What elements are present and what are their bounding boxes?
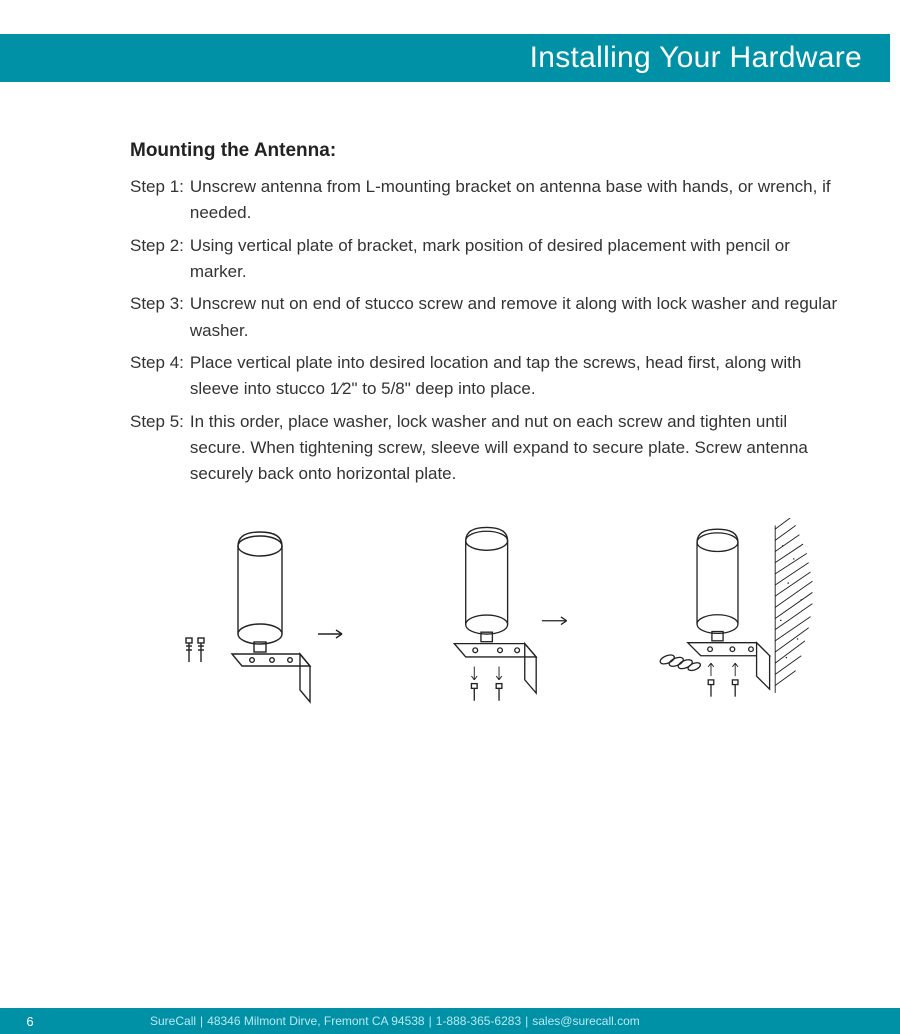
step-text: Unscrew nut on end of stucco screw and r… bbox=[190, 291, 840, 344]
footer-company: SureCall bbox=[150, 1014, 196, 1028]
illustration-row bbox=[130, 516, 840, 716]
step-5: Step 5: In this order, place washer, loc… bbox=[130, 409, 840, 488]
footer-separator: | bbox=[525, 1014, 528, 1028]
footer-page-number: 6 bbox=[0, 1008, 60, 1034]
content-area: Mounting the Antenna: Step 1: Unscrew an… bbox=[130, 140, 840, 716]
step-text: Using vertical plate of bracket, mark po… bbox=[190, 233, 840, 286]
page-header-title: Installing Your Hardware bbox=[530, 41, 862, 75]
step-label: Step 2: bbox=[130, 233, 184, 286]
footer-separator: | bbox=[429, 1014, 432, 1028]
illustration-1 bbox=[130, 516, 353, 716]
header-accent-left bbox=[0, 34, 130, 82]
step-text: Place vertical plate into desired locati… bbox=[190, 350, 840, 403]
page: Installing Your Hardware Mounting the An… bbox=[0, 0, 900, 1034]
step-label: Step 3: bbox=[130, 291, 184, 344]
step-label: Step 1: bbox=[130, 174, 184, 227]
step-label: Step 4: bbox=[130, 350, 184, 403]
footer-bar: SureCall | 48346 Milmont Dirve, Fremont … bbox=[60, 1008, 900, 1034]
illustration-3 bbox=[617, 516, 840, 716]
step-label: Step 5: bbox=[130, 409, 184, 488]
footer-email: sales@surecall.com bbox=[532, 1014, 640, 1028]
section-heading: Mounting the Antenna: bbox=[130, 140, 840, 162]
step-3: Step 3: Unscrew nut on end of stucco scr… bbox=[130, 291, 840, 344]
footer-separator: | bbox=[200, 1014, 203, 1028]
step-text: Unscrew antenna from L-mounting bracket … bbox=[190, 174, 840, 227]
step-4: Step 4: Place vertical plate into desire… bbox=[130, 350, 840, 403]
illustration-2 bbox=[373, 516, 596, 716]
step-1: Step 1: Unscrew antenna from L-mounting … bbox=[130, 174, 840, 227]
step-2: Step 2: Using vertical plate of bracket,… bbox=[130, 233, 840, 286]
footer-address: 48346 Milmont Dirve, Fremont CA 94538 bbox=[207, 1014, 424, 1028]
footer-phone: 1-888-365-6283 bbox=[436, 1014, 521, 1028]
step-text: In this order, place washer, lock washer… bbox=[190, 409, 840, 488]
header-band: Installing Your Hardware bbox=[130, 34, 890, 82]
